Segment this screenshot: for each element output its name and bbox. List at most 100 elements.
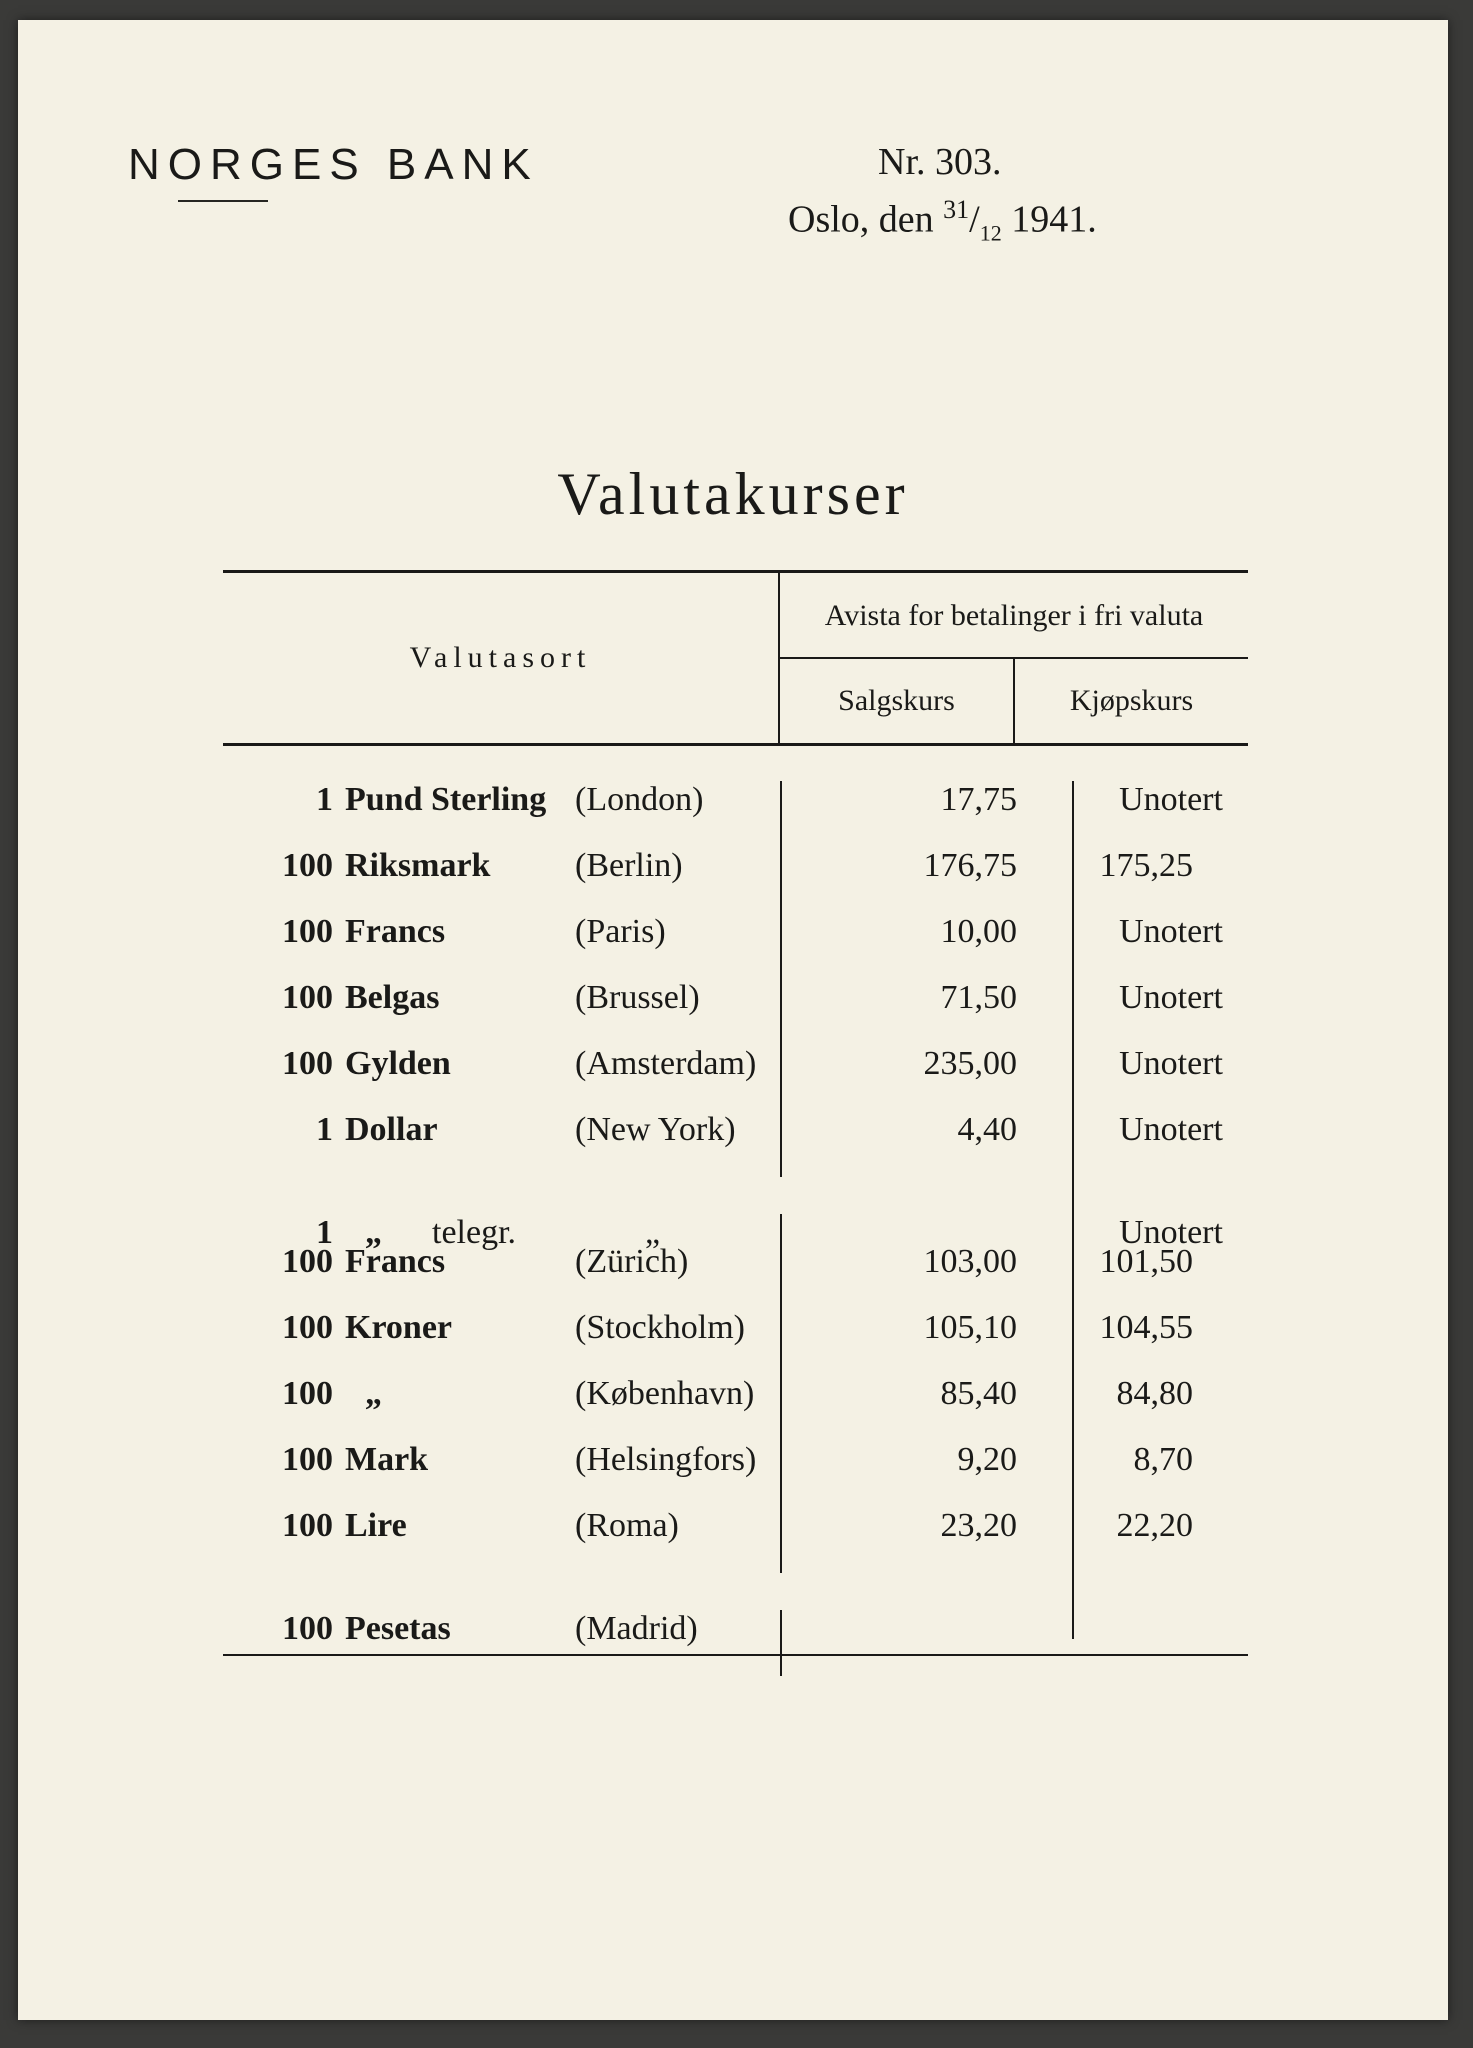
cell-quantity: 100 [223,1309,345,1347]
cell-kjopskurs: 175,25 [1074,847,1248,885]
cell-city-text: (Roma) [575,1507,679,1545]
cell-city-text: (København) [575,1375,754,1413]
table-row: 100„(København)85,4084,80 [223,1375,1248,1441]
cell-quantity: 100 [223,1045,345,1083]
cell-salgskurs: 103,00 [782,1243,1074,1309]
cell-city: (Roma) [575,1507,782,1573]
cell-quantity: 100 [223,1507,345,1545]
table-row: 100Gylden(Amsterdam) 235,00Unotert [223,1045,1248,1111]
bank-name: NORGES BANK [128,140,539,190]
cell-city-text: (Helsingfors) [575,1441,756,1479]
cell-currency-name: Riksmark [345,847,575,885]
cell-kjopskurs: Unotert [1074,1111,1248,1149]
cell-currency-name: Pund Sterling [345,781,575,819]
cell-salgskurs: 9,20 [782,1441,1074,1507]
table-row: 100Lire(Roma) 23,2022,20 [223,1507,1248,1573]
table-row: 100Riksmark(Berlin) 176,75175,25 [223,847,1248,913]
cell-currency-name: Pesetas [345,1610,575,1648]
cell-quantity: 1 [223,1111,345,1149]
cell-city-text: (Brussel) [575,979,700,1017]
cell-salgskurs: 10,00 [782,913,1074,979]
cell-kjopskurs: 104,55 [1074,1309,1248,1347]
cell-currency-name: „ [345,1375,575,1413]
date-year: 1941. [1002,199,1097,241]
cell-city-text: (Madrid) [575,1610,698,1648]
cell-kjopskurs: 22,20 [1074,1507,1248,1545]
cell-city: (Zürich) [575,1243,782,1309]
ditto-mark: „ [365,1375,382,1413]
date-month: 12 [980,220,1002,245]
cell-salgskurs: 71,50 [782,979,1074,1045]
cell-currency-name: Lire [345,1507,575,1545]
cell-city-text: (London) [575,781,703,819]
date-prefix: Oslo, den [788,199,943,241]
cell-city-text: (New York) [575,1111,736,1149]
document-page: NORGES BANK Nr. 303. Oslo, den 31/12 194… [18,20,1448,2020]
bank-name-underline [178,200,268,202]
cell-quantity: 100 [223,1610,345,1648]
table-body: 1Pund Sterling(London)17,75Unotert100Rik… [223,746,1248,1654]
cell-kjopskurs: Unotert [1074,1045,1248,1083]
cell-city: (Amsterdam) [575,1045,782,1111]
table-row: 100Francs(Zürich) 103,00101,50 [223,1243,1248,1309]
table-row: 1„telegr.„Unotert [223,1177,1248,1243]
table-row: 100Mark(Helsingfors) 9,208,70 [223,1441,1248,1507]
cell-quantity: 100 [223,913,345,951]
cell-quantity: 100 [223,1243,345,1281]
cell-salgskurs: 176,75 [782,847,1074,913]
cell-kjopskurs: 101,50 [1074,1243,1248,1281]
table-row: 100Francs(Paris) 10,00Unotert [223,913,1248,979]
date-day: 31 [943,195,969,224]
cell-city-text: (Stockholm) [575,1309,745,1347]
cell-quantity: 1 [223,781,345,819]
cell-city: (Brussel) [575,979,782,1045]
cell-salgskurs: 85,40 [782,1375,1074,1441]
cell-salgskurs [782,1573,1074,1639]
col-header-right: Avista for betalinger i fri valuta Salgs… [780,573,1248,743]
cell-city: (København) [575,1375,782,1441]
cell-currency-name: Mark [345,1441,575,1479]
table-row: 1Dollar(New York) 4,40Unotert [223,1111,1248,1177]
cell-city: (London) [575,781,782,847]
col-header-avista: Avista for betalinger i fri valuta [780,573,1248,659]
cell-quantity: 100 [223,1441,345,1479]
cell-city: (Berlin) [575,847,782,913]
rates-table: Valutasort Avista for betalinger i fri v… [223,570,1248,1656]
table-row: 1Pund Sterling(London) 17,75Unotert [223,781,1248,847]
cell-quantity: 100 [223,847,345,885]
cell-salgskurs: 235,00 [782,1045,1074,1111]
cell-currency-name: Gylden [345,1045,575,1083]
cell-kjopskurs: Unotert [1074,913,1248,951]
cell-currency-name: Francs [345,913,575,951]
cell-kjopskurs: Unotert [1074,781,1248,819]
col-header-subrow: Salgskurs Kjøpskurs [780,659,1248,743]
cell-salgskurs: 17,75 [782,781,1074,847]
cell-kjopskurs: Unotert [1074,979,1248,1017]
cell-city: (Madrid) [575,1610,782,1676]
page-title: Valutakurser [18,460,1448,529]
cell-city: (New York) [575,1111,782,1177]
cell-city-text: (Paris) [575,913,666,951]
cell-quantity: 100 [223,979,345,1017]
cell-kjopskurs: 8,70 [1074,1441,1248,1479]
cell-city: (Stockholm) [575,1309,782,1375]
table-row: 100Kroner(Stockholm) 105,10104,55 [223,1309,1248,1375]
document-number: Nr. 303. [878,140,1002,184]
cell-city-text: (Amsterdam) [575,1045,756,1083]
cell-currency-name: Belgas [345,979,575,1017]
cell-city-text: (Berlin) [575,847,683,885]
cell-salgskurs: 105,10 [782,1309,1074,1375]
col-header-salgskurs: Salgskurs [780,659,1015,743]
table-row: 100Belgas(Brussel) 71,50Unotert [223,979,1248,1045]
cell-currency-name: Francs [345,1243,575,1281]
table-row: 100Pesetas(Madrid) [223,1573,1248,1639]
cell-salgskurs: 4,40 [782,1111,1074,1177]
cell-salgskurs: 23,20 [782,1507,1074,1573]
col-header-kjopskurs: Kjøpskurs [1015,659,1248,743]
table-header-row: Valutasort Avista for betalinger i fri v… [223,573,1248,743]
document-date: Oslo, den 31/12 1941. [788,195,1097,246]
cell-city-text: (Zürich) [575,1243,688,1281]
cell-city: (Helsingfors) [575,1441,782,1507]
cell-currency-name: Kroner [345,1309,575,1347]
cell-currency-name: Dollar [345,1111,575,1149]
